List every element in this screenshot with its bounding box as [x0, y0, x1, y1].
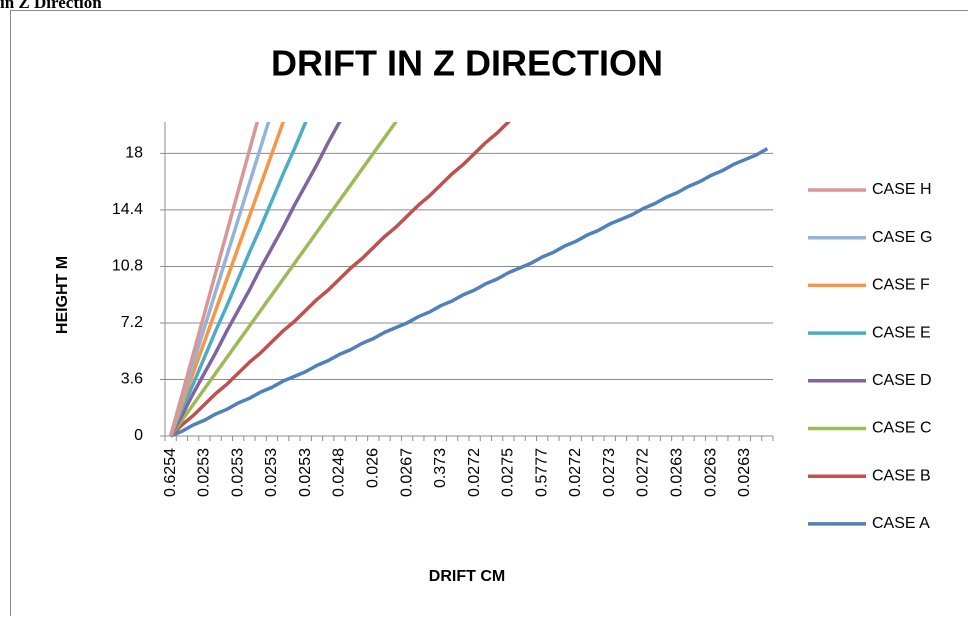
y-tick-label: 10.8	[112, 258, 143, 275]
x-tick-label: 0.0263	[736, 448, 753, 497]
x-tick-label: 0.0253	[229, 448, 246, 497]
legend-label: CASE G	[872, 229, 932, 246]
x-tick-label: 0.0248	[331, 448, 348, 497]
x-tick-label: 0.6254	[162, 448, 179, 497]
chart-title: DRIFT IN Z DIRECTION	[271, 43, 663, 84]
x-tick-label: 0.0263	[669, 448, 686, 497]
x-tick-label: 0.0253	[263, 448, 280, 497]
y-axis-label: HEIGHT M	[54, 256, 71, 334]
x-tick-label: 0.0273	[601, 448, 618, 497]
x-tick-label: 0.0253	[297, 448, 314, 497]
x-tick-label: 0.0272	[567, 448, 584, 497]
x-tick-label: 0.0272	[635, 448, 652, 497]
x-tick-label: 0.0275	[500, 448, 517, 497]
legend-label: CASE A	[872, 515, 930, 532]
x-tick-label: 0.0267	[398, 448, 415, 497]
y-tick-label: 14.4	[112, 201, 143, 218]
legend-label: CASE C	[872, 420, 932, 437]
x-tick-label: 0.0253	[196, 448, 213, 497]
legend-label: CASE H	[872, 181, 932, 198]
caption: in Z Direction	[0, 0, 102, 12]
y-tick-label: 3.6	[121, 371, 143, 388]
legend-label: CASE D	[872, 372, 932, 389]
x-axis-label: DRIFT CM	[429, 568, 505, 585]
x-tick-label: 0.0272	[466, 448, 483, 497]
x-tick-label: 0.5777	[533, 448, 550, 497]
x-tick-label: 0.373	[432, 448, 449, 488]
y-tick-label: 18	[125, 145, 143, 162]
y-tick-label: 7.2	[121, 314, 143, 331]
legend-label: CASE B	[872, 467, 931, 484]
x-tick-label: 0.026	[365, 448, 382, 488]
legend-label: CASE F	[872, 277, 930, 294]
y-tick-label: 0	[134, 427, 143, 444]
x-tick-label: 0.0263	[702, 448, 719, 497]
legend-label: CASE E	[872, 324, 931, 341]
